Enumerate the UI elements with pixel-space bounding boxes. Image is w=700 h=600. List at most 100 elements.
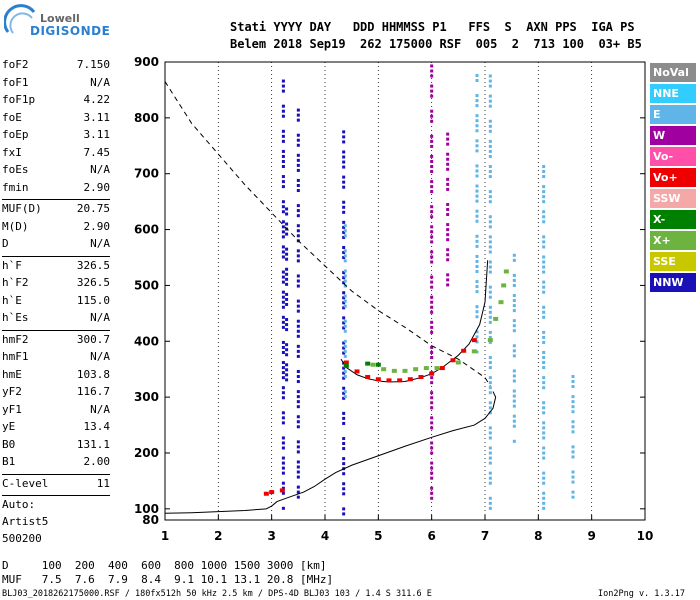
echo-dot <box>342 160 346 164</box>
echo-dot <box>430 154 434 158</box>
echo-dot <box>542 285 546 289</box>
echo-dot <box>285 343 289 347</box>
echo-dot <box>281 230 285 234</box>
echo-dot <box>542 376 546 380</box>
echo-dot <box>285 292 289 296</box>
echo-dot <box>296 234 300 238</box>
echo-dot <box>512 389 516 393</box>
echo-dot <box>296 450 300 454</box>
param-row: yF2 116.7 <box>2 385 110 403</box>
echo-dot <box>488 356 492 360</box>
param-row: h`E 115.0 <box>2 294 110 312</box>
echo-dot <box>512 324 516 328</box>
echo-dot <box>281 416 285 420</box>
data-point <box>471 349 477 354</box>
echo-dot <box>542 446 546 450</box>
echo-dot <box>446 187 450 191</box>
x-tick-label: 10 <box>637 529 654 543</box>
data-point <box>407 377 413 382</box>
echo-dot <box>488 340 492 344</box>
echo-dot <box>512 379 516 383</box>
echo-dot <box>430 356 434 360</box>
echo-dot <box>296 209 300 213</box>
echo-dot <box>342 376 346 380</box>
echo-dot <box>571 410 575 414</box>
echo-dot <box>281 79 285 83</box>
trace-curve <box>164 391 497 514</box>
param-name: M(D) <box>2 219 29 233</box>
echo-dot <box>446 238 450 242</box>
param-value: 131.1 <box>76 437 110 451</box>
echo-dot <box>475 264 479 268</box>
echo-dot <box>342 391 346 395</box>
echo-dot <box>281 391 285 395</box>
echo-dot <box>430 295 434 299</box>
echo-dot <box>571 455 575 459</box>
y-tick-label: 600 <box>134 223 159 237</box>
echo-dot <box>475 78 479 82</box>
echo-dot <box>430 345 434 349</box>
legend-item: NNE <box>650 84 696 103</box>
data-point <box>423 366 429 371</box>
echo-dot <box>571 475 575 479</box>
echo-dot <box>430 275 434 279</box>
echo-dot <box>542 210 546 214</box>
param-row: fmin 2.90 <box>2 181 110 199</box>
echo-dot <box>296 420 300 424</box>
echo-dot <box>475 350 479 354</box>
echo-dot <box>281 441 285 445</box>
param-value: 103.8 <box>76 367 110 381</box>
echo-dot <box>281 165 285 169</box>
echo-dot <box>281 386 285 390</box>
param-name: D <box>2 237 9 250</box>
echo-dot <box>342 220 346 224</box>
echo-dot <box>296 334 300 338</box>
echo-dot <box>430 441 434 445</box>
echo-dot <box>430 285 434 289</box>
echo-dot <box>571 450 575 454</box>
echo-dot <box>342 371 346 375</box>
data-point <box>375 362 381 367</box>
echo-dot <box>296 259 300 263</box>
echo-dot <box>488 501 492 505</box>
echo-dot <box>475 124 479 128</box>
echo-dot <box>488 190 492 194</box>
param-name: fxI <box>2 145 22 159</box>
echo-dot <box>285 212 289 216</box>
echo-dot <box>488 376 492 380</box>
echo-dot <box>296 138 300 142</box>
echo-dot <box>343 344 347 348</box>
echo-dot <box>430 381 434 385</box>
echo-dot <box>542 305 546 309</box>
echo-dot <box>475 73 479 77</box>
echo-dot <box>281 361 285 365</box>
echo-dot <box>281 340 285 344</box>
echo-dot <box>488 436 492 440</box>
echo-dot <box>475 164 479 168</box>
param-value: 326.5 <box>76 276 110 289</box>
echo-dot <box>475 184 479 188</box>
echo-dot <box>281 210 285 214</box>
y-tick-label: 100 <box>134 502 159 516</box>
echo-dot <box>475 149 479 153</box>
echo-dot <box>281 300 285 304</box>
data-point <box>413 367 419 372</box>
echo-dot <box>512 399 516 403</box>
echo-dot <box>296 395 300 399</box>
echo-dot <box>343 299 347 303</box>
echo-dot <box>430 491 434 495</box>
param-row: h`F 326.5 <box>2 259 110 277</box>
echo-dot <box>542 481 546 485</box>
echo-dot <box>430 330 434 334</box>
echo-dot <box>488 84 492 88</box>
echo-dot <box>281 350 285 354</box>
echo-dot <box>512 414 516 418</box>
echo-dot <box>488 471 492 475</box>
direction-legend: NoVal NNE E W Vo- Vo+ SSW X- X+ SSE NNW <box>650 63 696 294</box>
echo-dot <box>281 109 285 113</box>
echo-dot <box>296 153 300 157</box>
echo-dot <box>281 305 285 309</box>
echo-dot <box>542 421 546 425</box>
version-label: Ion2Png v. 1.3.17 <box>598 589 685 599</box>
echo-dot <box>281 84 285 88</box>
